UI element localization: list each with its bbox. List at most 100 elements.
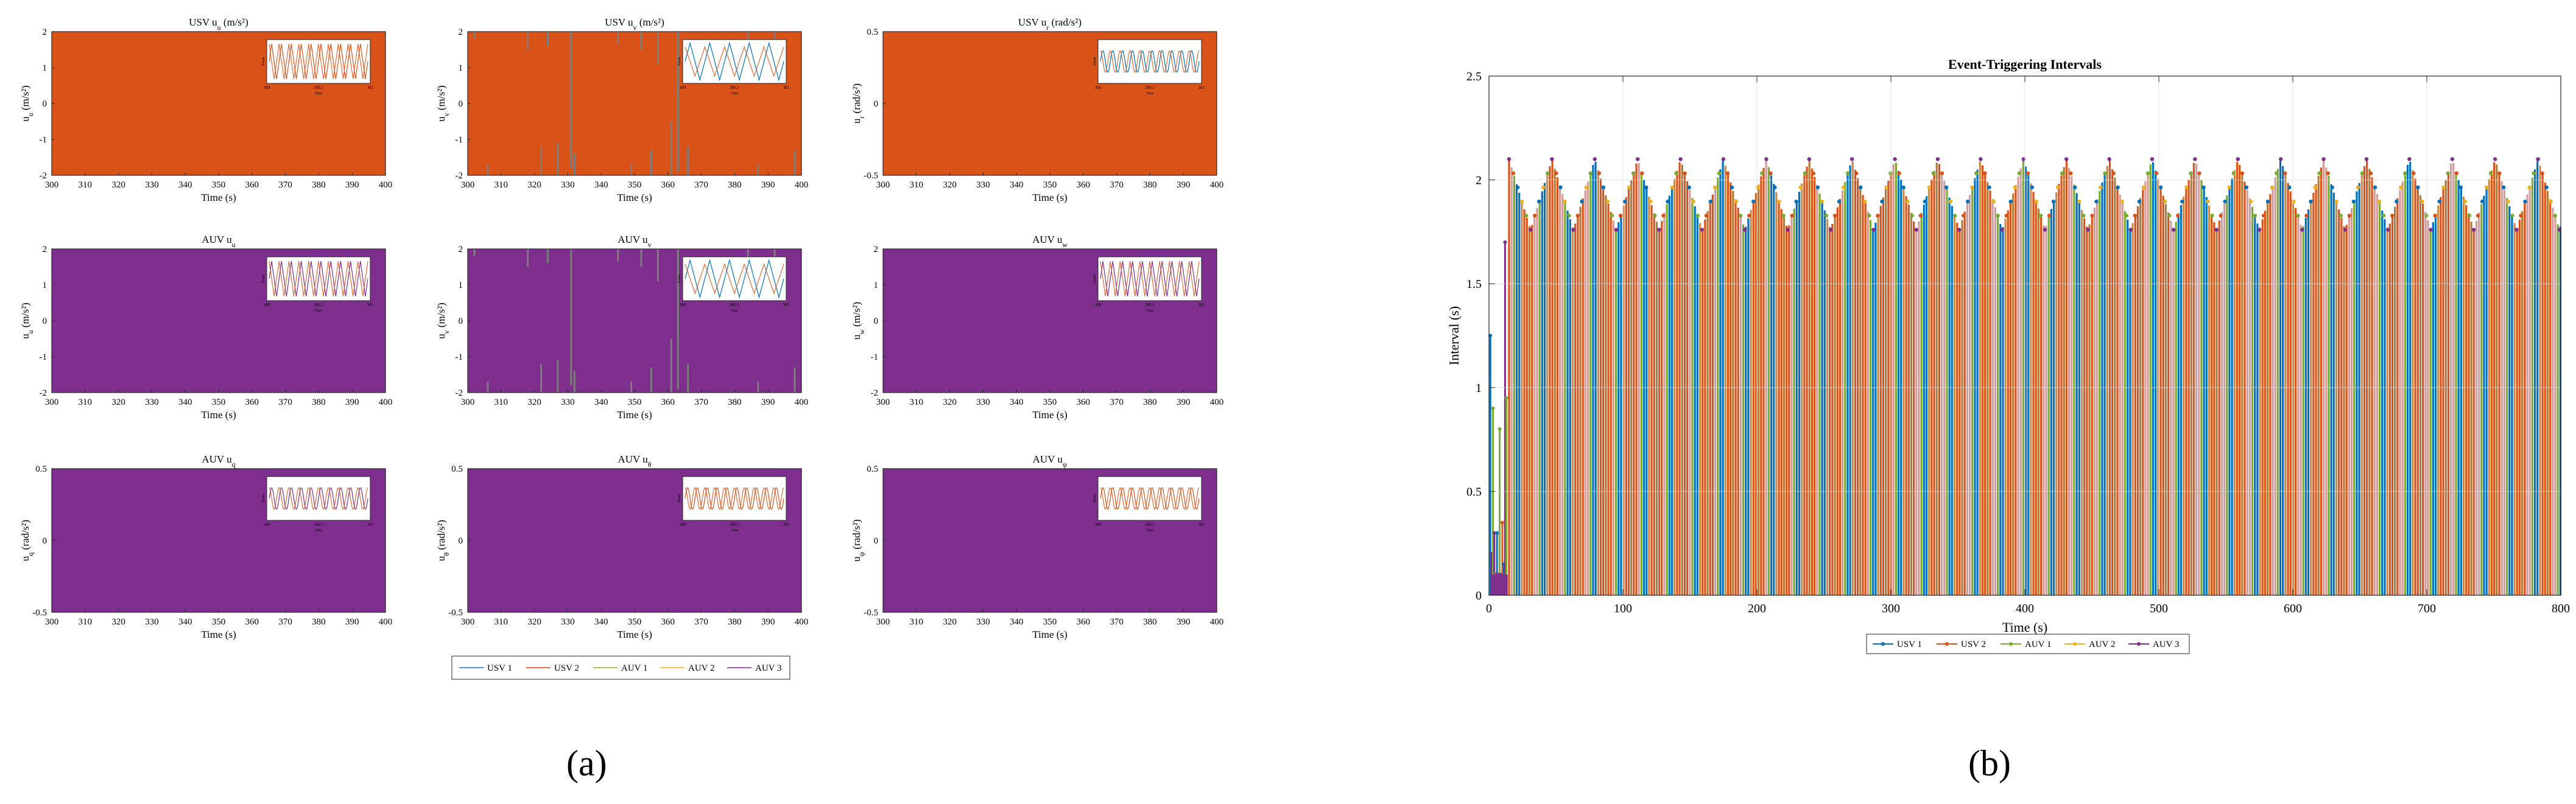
interval-marker	[2549, 199, 2553, 204]
interval-marker	[1550, 157, 1554, 161]
interval-marker	[1777, 199, 1781, 204]
zoom-inset: Zoom 360 360.5 361 Time	[1093, 39, 1205, 96]
x-tick-label: 300	[876, 617, 890, 627]
x-tick-label: 320	[111, 180, 125, 190]
x-tick-label: 380	[1143, 180, 1157, 190]
interval-marker	[2197, 171, 2201, 175]
y-tick-label: -1	[871, 352, 879, 362]
interval-marker	[2077, 199, 2082, 204]
interval-marker	[2201, 185, 2206, 190]
legend-marker	[2137, 642, 2141, 646]
x-tick-label: 340	[178, 180, 192, 190]
subplot-title: AUV uw	[1032, 234, 1068, 249]
interval-marker	[1948, 199, 1953, 204]
y-tick-label: 0	[874, 316, 879, 326]
x-tick-label: 320	[943, 617, 957, 627]
x-tick-label: 300	[45, 180, 59, 190]
x-axis-label: Time (s)	[201, 409, 236, 421]
subplot-title: USV uv (m/s²)	[605, 16, 664, 32]
interval-marker	[2458, 185, 2463, 190]
inset-wave	[269, 487, 368, 510]
inset-y-label: Zoom	[1093, 274, 1097, 284]
interval-marker	[1601, 185, 1606, 190]
zoom-inset: Zoom 360 360.5 361 Time	[262, 39, 374, 96]
interval-marker	[2304, 214, 2309, 218]
y-tick-label: 2	[459, 27, 463, 37]
interval-marker	[1700, 228, 1704, 232]
x-tick-label: 400	[795, 617, 809, 627]
interval-marker	[2279, 157, 2283, 161]
y-tick-label: 1	[43, 281, 48, 290]
interval-marker	[2420, 199, 2424, 204]
interval-marker	[1893, 157, 1897, 161]
interval-marker	[1678, 157, 1683, 161]
inset-wave	[269, 261, 368, 296]
interval-marker	[1935, 157, 1940, 161]
x-axis-label: Time (s)	[201, 192, 236, 203]
x-tick-label: 300	[461, 617, 475, 627]
interval-marker	[1627, 185, 1631, 190]
interval-marker	[1850, 157, 1854, 161]
interval-marker	[2017, 171, 2021, 175]
y-tick-label: 0	[43, 316, 48, 326]
x-tick-label: 360	[661, 180, 675, 190]
interval-marker	[1923, 199, 1927, 204]
interval-marker	[2326, 171, 2330, 175]
y-tick-label: 0	[43, 99, 48, 109]
inset-x-tick: 360	[1095, 302, 1102, 307]
interval-marker	[2124, 214, 2128, 218]
interval-marker	[2167, 214, 2172, 218]
x-tick-label: 370	[694, 617, 708, 627]
x-tick-label: 370	[1110, 617, 1124, 627]
subplot-auv-v: 300 310 320 330 340 350 360 370 380 390 400 -2 -1 0 1 2…	[435, 234, 808, 421]
interval-marker	[2497, 171, 2502, 175]
y-tick-label: 2	[874, 245, 879, 254]
interval-marker	[1575, 214, 1580, 218]
y-tick-label: -2	[871, 388, 879, 398]
inset-x-tick: 361	[367, 85, 374, 90]
interval-marker	[1991, 199, 1996, 204]
interval-marker	[1738, 214, 1743, 218]
x-tick-label: 0	[1486, 602, 1492, 615]
interval-marker	[2064, 157, 2069, 161]
interval-marker	[1837, 199, 1842, 204]
interval-marker	[1897, 171, 1901, 175]
chart-title: Event-Triggering Intervals	[1948, 57, 2102, 72]
interval-marker	[2274, 171, 2279, 175]
interval-marker	[2386, 228, 2390, 232]
x-tick-label: 320	[527, 397, 541, 407]
interval-marker	[1721, 157, 1726, 161]
inset-x-tick: 360	[680, 522, 686, 527]
interval-marker	[2060, 171, 2064, 175]
inset-wave	[1100, 50, 1200, 73]
x-tick-label: 350	[1043, 180, 1057, 190]
inset-x-label: Time	[731, 92, 739, 96]
zoom-inset: Zoom 360 360.5 361 Time	[678, 476, 790, 533]
interval-marker	[1751, 199, 1756, 204]
y-tick-label: 0.5	[35, 464, 47, 474]
interval-marker	[1970, 185, 1974, 190]
subplot-title: USV uu (m/s²)	[189, 16, 248, 32]
interval-marker	[2343, 228, 2347, 232]
interval-marker	[2103, 171, 2107, 175]
interval-marker	[2347, 214, 2352, 218]
interval-marker	[2283, 171, 2287, 175]
interval-marker	[1867, 214, 1871, 218]
interval-marker	[2514, 228, 2519, 232]
x-tick-label: 320	[527, 617, 541, 627]
y-tick-label: 1	[459, 63, 463, 73]
interval-marker	[2476, 214, 2480, 218]
inset-x-label: Time	[315, 92, 323, 96]
interval-marker	[2231, 171, 2236, 175]
interval-marker	[1610, 214, 1614, 218]
inset-x-tick: 360	[680, 85, 686, 90]
interval-marker	[1824, 214, 1829, 218]
interval-marker	[2441, 185, 2446, 190]
interval-marker	[1725, 171, 1730, 175]
interval-marker	[2309, 199, 2313, 204]
interval-marker	[1871, 228, 1876, 232]
legend-right: USV 1 USV 2 AUV 1 AUV 2 AUV 3	[1866, 634, 2190, 654]
x-tick-label: 390	[345, 617, 359, 627]
interval-marker	[1597, 171, 1602, 175]
interval-marker	[1537, 199, 1541, 204]
